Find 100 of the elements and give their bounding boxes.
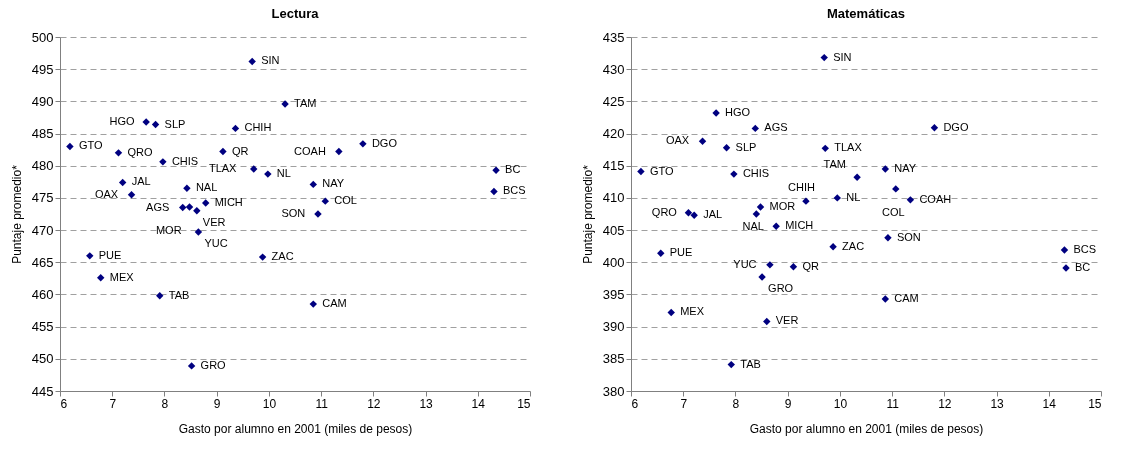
point [248,57,256,66]
annotation: CHIS [171,154,199,167]
x-axis-title: Gasto por alumno en 2001 (miles de pesos) [178,421,413,436]
annotation: SLP [164,117,186,130]
point [127,190,136,199]
annotation: YUC [204,237,228,250]
annotation: CHIH [788,181,815,194]
y-tick-label: 390 [602,319,625,335]
point [763,317,771,326]
x-tick-label: 8 [732,396,740,411]
y-tick-label: 500 [31,29,54,45]
point [118,178,127,187]
point [821,144,829,153]
point [114,149,123,157]
point [156,292,164,300]
x-tick-label: 13 [990,396,1005,411]
x-tick-label: 6 [60,396,68,411]
y-axis-title: Puntaje promedio* [580,164,595,264]
point [892,185,900,193]
annotation: CAM [894,291,919,304]
chart-title: Lectura [271,6,320,21]
annotation: OAX [665,134,690,147]
annotation: VER [202,215,226,228]
point [684,209,693,217]
point [309,180,317,189]
x-tick-label: 14 [471,396,486,411]
annotation: JAL [131,175,151,188]
y-tick-label: 445 [31,383,54,399]
point [86,252,94,260]
annotation: DGO [371,136,398,149]
point [309,300,317,308]
x-tick-label: 12 [938,396,952,411]
annotation: PUE [98,248,122,261]
annotation: NL [846,190,861,203]
annotation: SIN [833,50,852,63]
annotation: TAB [168,288,190,301]
point [722,144,731,152]
point [930,124,939,132]
point [219,147,227,156]
annotation: COL [881,205,905,218]
point [881,295,890,303]
annotation: NL [276,167,291,180]
point [66,142,74,151]
point [690,211,698,219]
point [853,173,861,182]
annotation: BC [1075,261,1091,274]
annotation: DGO [943,120,969,133]
point [751,124,759,133]
annotation: CAM [322,297,347,310]
annotation: SON [896,230,921,243]
y-tick-label: 400 [602,254,625,270]
point [698,137,707,145]
point [833,194,841,202]
annotation: MOR [155,223,182,236]
annotation: OAX [94,187,119,200]
point [1060,246,1069,254]
point [151,120,160,129]
annotation: VER [775,314,799,327]
x-tick-label: 9 [213,396,221,411]
annotation: NAY [894,161,917,174]
point [201,199,210,207]
y-tick-label: 415 [602,158,625,174]
y-tick-label: 460 [31,286,54,302]
y-tick-label: 395 [602,286,625,302]
x-tick-label: 15 [1088,396,1102,411]
y-tick-label: 420 [602,126,625,142]
annotation: JAL [703,208,723,221]
point [231,124,240,133]
annotation: MICH [785,219,814,232]
y-tick-label: 455 [31,319,54,335]
annotation: HGO [109,114,136,127]
y-tick-label: 380 [602,383,625,399]
point [881,165,890,173]
annotation: PUE [669,246,693,259]
y-tick-label: 425 [602,93,625,109]
y-tick-label: 485 [31,126,54,142]
x-tick-label: 6 [631,396,639,411]
annotation: NAL [742,220,764,232]
y-tick-label: 465 [31,254,54,270]
annotation: MICH [214,196,243,209]
annotation: AGS [764,121,788,134]
point [335,147,343,156]
point [752,210,761,218]
x-tick-label: 11 [886,396,900,411]
point [820,53,828,62]
annotation: MEX [109,270,135,283]
x-tick-label: 15 [517,396,531,411]
annotation: TLAX [208,161,238,174]
annotation: SIN [261,54,280,67]
x-tick-label: 10 [262,396,277,411]
point [490,187,498,196]
point [637,167,645,176]
annotation: ZAC [271,250,294,263]
annotation: GTO [78,139,103,152]
annotation: HGO [725,105,751,118]
y-axis-title: Puntaje promedio* [9,164,24,264]
annotation: QRO [651,205,678,218]
annotation: CHIH [244,121,272,134]
point [183,184,191,192]
y-tick-label: 490 [31,93,54,109]
